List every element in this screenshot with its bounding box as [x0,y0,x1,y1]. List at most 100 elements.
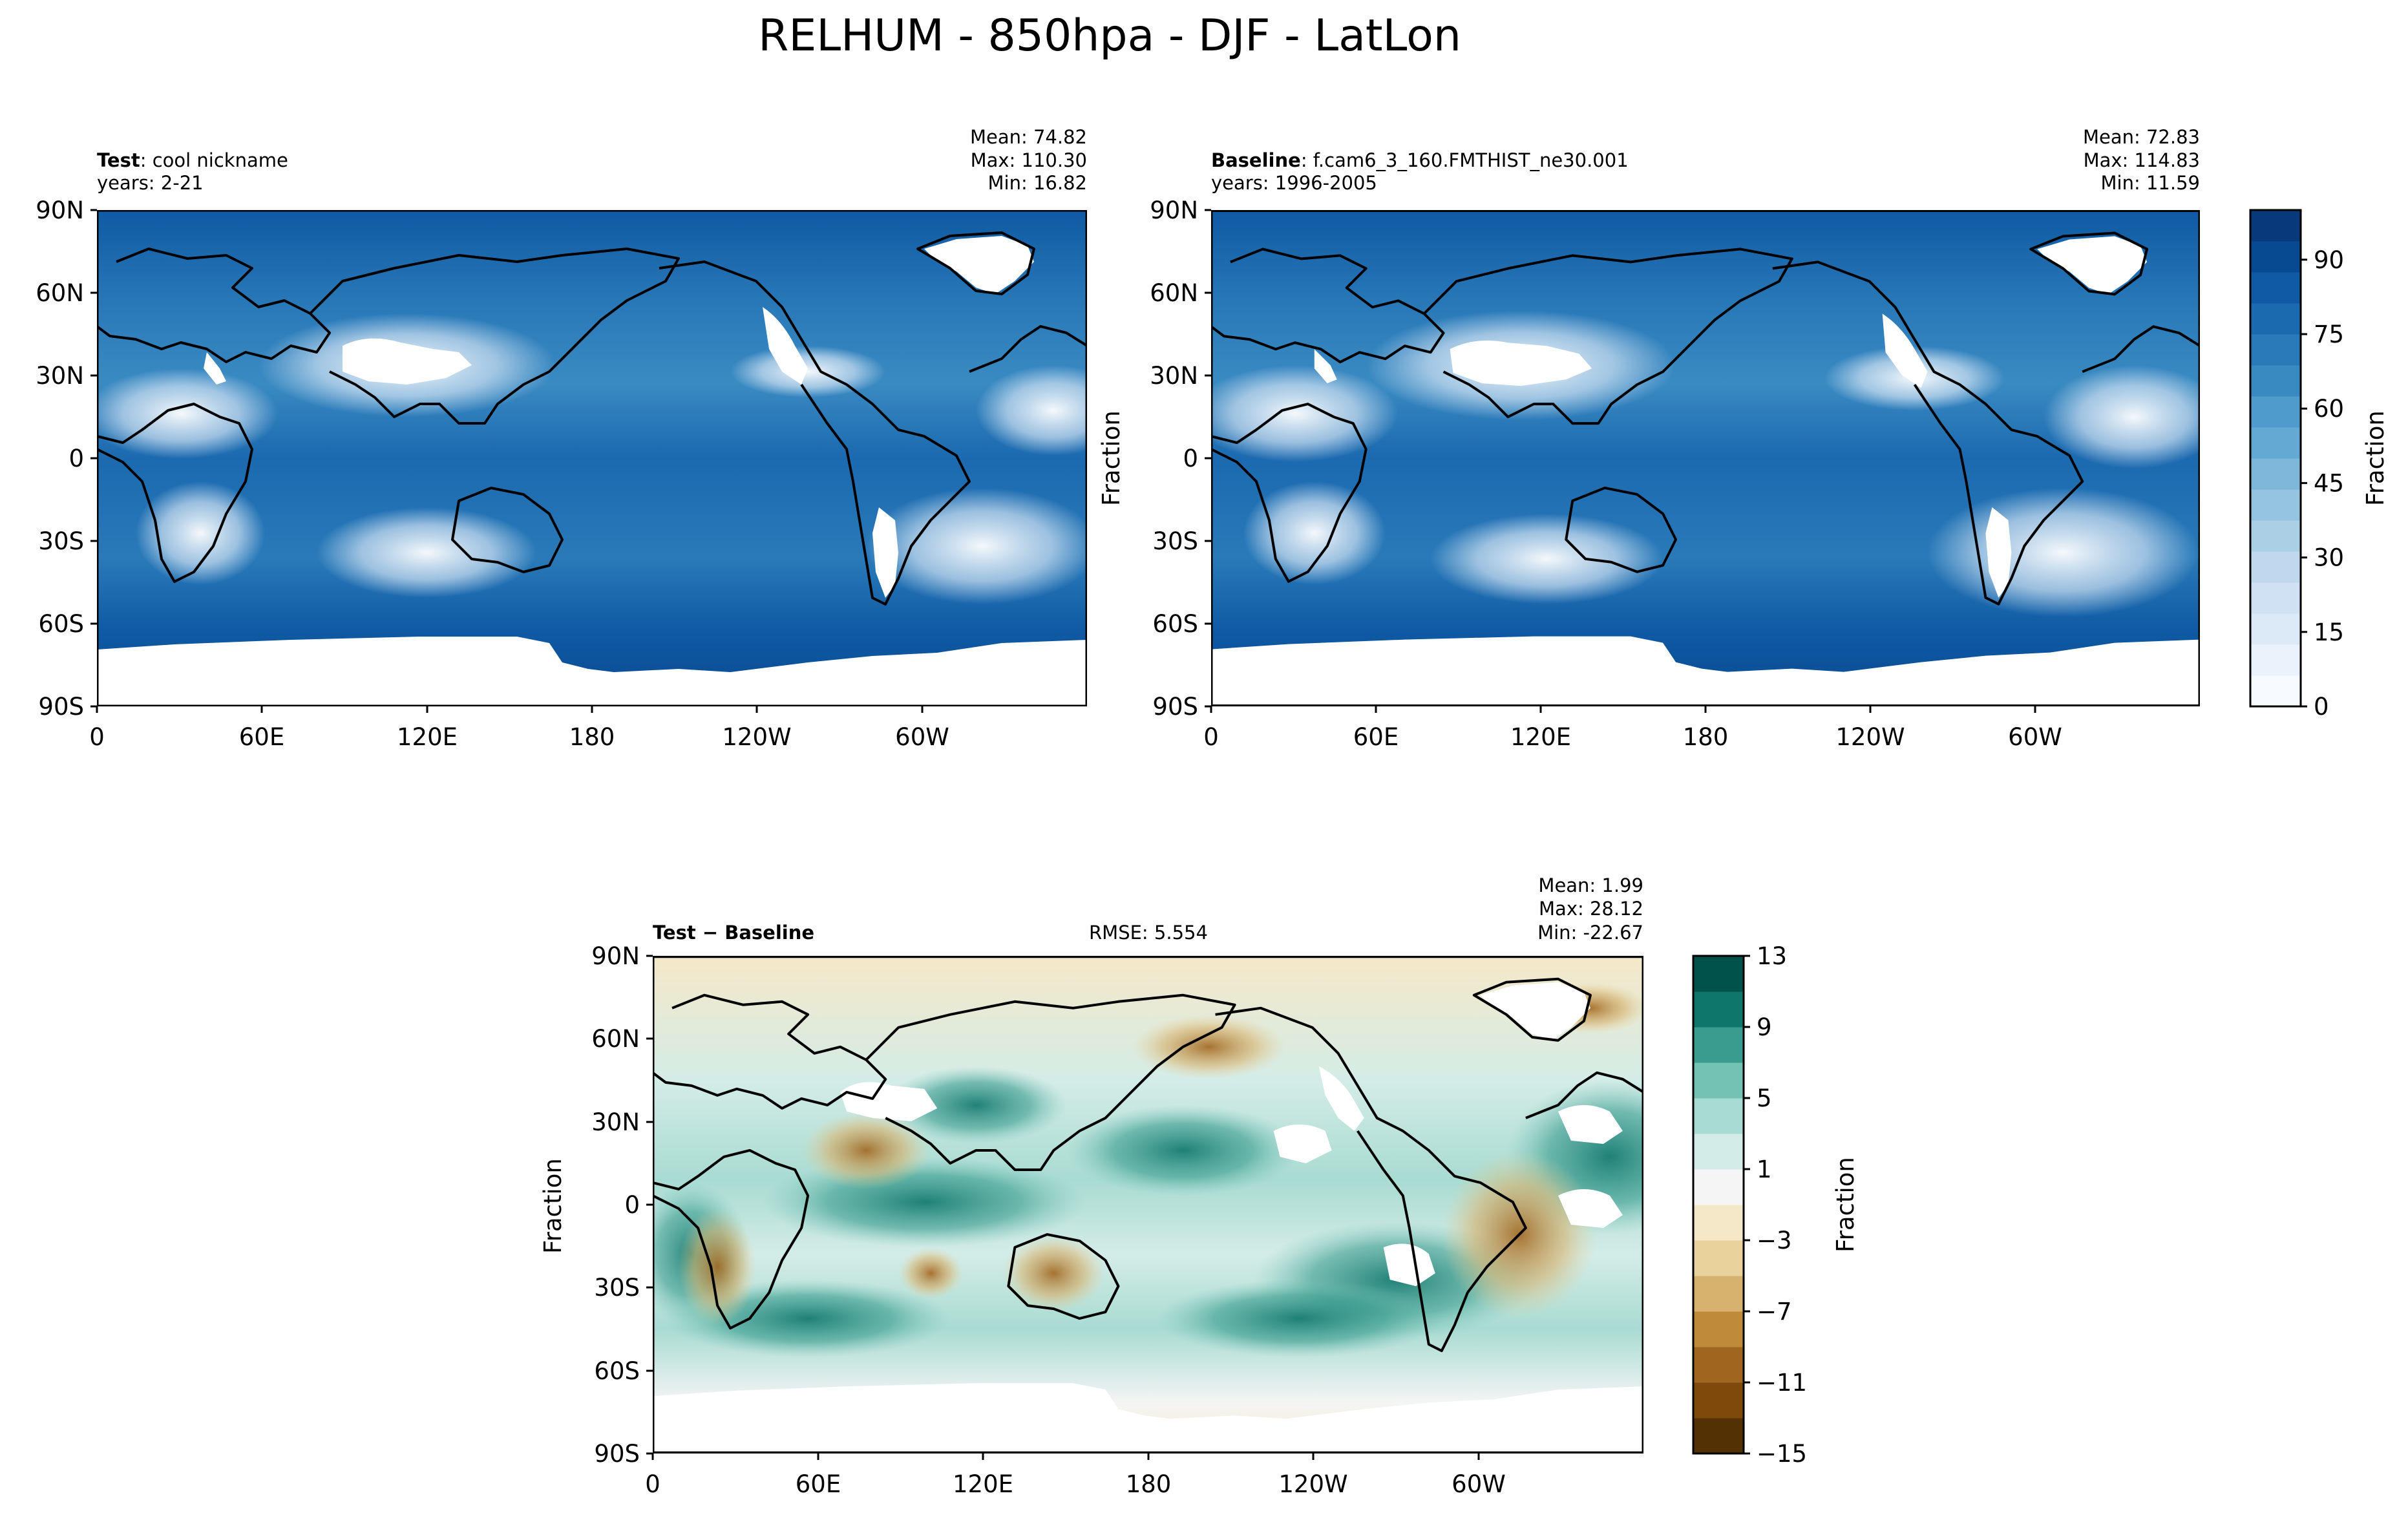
ytick-label: 30S [1152,527,1198,555]
colorbar-tick-label: −7 [1757,1298,1792,1326]
colorbar-segment [1693,1098,1744,1134]
colorbar-bottom-segments [1693,956,1744,1454]
colorbar-tick-label: 60 [2314,395,2344,423]
ytick-label: 30S [594,1274,640,1302]
colorbar-segment [1693,1027,1744,1063]
colorbar-segment [1693,1347,1744,1383]
panel-test-years: years: 2-21 [97,172,204,194]
panel-test-xaxis: 0 60E 120E 180 120W 60W [89,706,949,751]
panel-baseline-label: Baseline: f.cam6_3_160.FMTHIST_ne30.001 [1211,149,1629,171]
colorbar-segment [2250,365,2301,397]
ytick-label: 60N [591,1025,640,1053]
panel-baseline-max: Max: 114.83 [2084,149,2200,171]
panel-difference-ylabel: Fraction [539,1158,567,1254]
map-baseline-frame [1211,210,2200,706]
ytick-label: 30S [38,527,84,555]
colorbar-tick-label: 75 [2314,321,2344,348]
colorbar-segment [2250,334,2301,366]
xtick-label: 120W [1835,723,1905,751]
panel-baseline-label-bold: Baseline [1211,149,1301,171]
ytick-label: 90N [36,196,84,224]
ytick-label: 0 [624,1191,640,1219]
colorbar-tick-label: 90 [2314,246,2344,274]
xtick-label: 0 [1203,723,1219,751]
colorbar-tick-label: 1 [1757,1156,1772,1183]
colorbar-segment [2250,613,2301,645]
panel-difference-header: Test − Baseline RMSE: 5.554 Mean: 1.99 M… [653,874,1643,944]
panel-difference-label: Test − Baseline [653,922,814,944]
colorbar-tick-label: −3 [1757,1227,1792,1254]
panel-difference-max: Max: 28.12 [1539,898,1643,920]
map-baseline-coastlines [1211,231,2200,606]
ytick-label: 60N [1150,279,1198,307]
colorbar-top-segments [2250,210,2301,707]
colorbar-segment [1693,1276,1744,1312]
ytick-label: 60S [594,1357,640,1385]
ytick-label: 0 [1183,445,1198,472]
xtick-label: 60E [239,723,284,751]
colorbar-segment [1693,1134,1744,1170]
xtick-label: 0 [645,1470,660,1498]
map-test-field [97,210,1087,706]
panel-baseline: Baseline: f.cam6_3_160.FMTHIST_ne30.001 … [1097,126,2200,751]
xtick-label: 180 [1126,1470,1172,1498]
panel-test-max: Max: 110.30 [971,149,1087,171]
colorbar-bottom-ticks: 13 9 5 1 −3 −7 −11 −15 [1744,942,1807,1468]
colorbar-segment [2250,427,2301,459]
ytick-label: 90S [1152,693,1198,721]
colorbar-bottom: 13 9 5 1 −3 −7 −11 −15 Fraction [1692,942,1859,1468]
xtick-label: 0 [89,723,105,751]
panel-difference: Test − Baseline RMSE: 5.554 Mean: 1.99 M… [539,874,1643,1498]
map-test-coastlines [97,231,1087,606]
colorbar-top-ticks: 0 15 30 45 60 75 90 [2301,246,2344,721]
map-difference-frame [653,956,1643,1453]
colorbar-segment [2250,582,2301,614]
panel-baseline-min: Min: 11.59 [2101,172,2200,194]
xtick-label: 120W [722,723,791,751]
map-baseline-field [1211,210,2200,706]
colorbar-segment [2250,210,2301,242]
ytick-label: 90S [38,693,84,721]
panel-baseline-mean: Mean: 72.83 [2083,126,2200,148]
xtick-label: 120E [397,723,458,751]
ytick-label: 90S [594,1440,640,1468]
colorbar-tick-label: 30 [2314,544,2344,572]
xtick-label: 60E [796,1470,841,1498]
colorbar-segment [2250,675,2301,707]
colorbar-tick-label: 15 [2314,618,2344,646]
colorbar-segment [2250,458,2301,490]
map-difference [653,956,1643,1453]
colorbar-tick-label: 5 [1757,1084,1772,1112]
ytick-label: 60S [1152,610,1198,638]
ytick-label: 30N [591,1108,640,1136]
panel-difference-mean: Mean: 1.99 [1538,874,1643,896]
colorbar-tick-label: 13 [1757,942,1787,970]
panel-baseline-header: Baseline: f.cam6_3_160.FMTHIST_ne30.001 … [1211,126,2200,194]
colorbar-tick-label: 0 [2314,693,2329,721]
ytick-label: 90N [1150,196,1198,224]
panel-baseline-label-rest: : f.cam6_3_160.FMTHIST_ne30.001 [1301,149,1629,171]
colorbar-segment [1693,991,1744,1028]
colorbar-segment [2250,489,2301,521]
xtick-label: 180 [1683,723,1729,751]
colorbar-segment [1693,1240,1744,1276]
map-test-dry-zones [97,313,1087,604]
ytick-label: 60S [38,610,84,638]
colorbar-segment [2250,272,2301,304]
panel-test-label-rest: : cool nickname [140,149,288,171]
colorbar-segment [2250,241,2301,273]
colorbar-tick-label: −15 [1757,1440,1807,1468]
panel-test-yaxis: 90N 60N 30N 0 30S 60S 90S [36,196,97,721]
xtick-label: 60W [2008,723,2062,751]
colorbar-bottom-frame [1692,955,1745,1455]
panel-baseline-years: years: 1996-2005 [1211,172,1377,194]
panel-baseline-xaxis: 0 60E 120E 180 120W 60W [1203,706,2062,751]
colorbar-segment [1693,1062,1744,1099]
panel-difference-min: Min: -22.67 [1537,922,1643,944]
panel-test-label: Test: cool nickname [97,149,288,171]
colorbar-segment [1693,1169,1744,1205]
xtick-label: 60W [1452,1470,1506,1498]
map-baseline-missing [1211,236,2200,706]
xtick-label: 120E [953,1470,1013,1498]
panel-difference-rmse: RMSE: 5.554 [1089,922,1208,944]
